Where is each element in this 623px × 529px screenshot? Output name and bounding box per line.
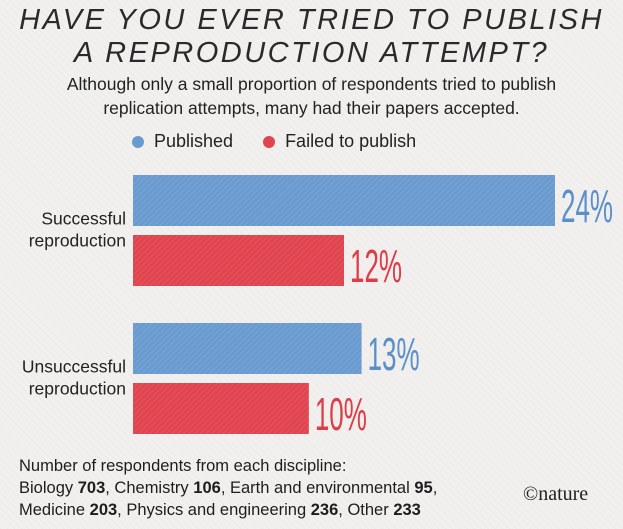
bar-texture	[133, 383, 309, 434]
respondents-line-2: Medicine 203, Physics and engineering 23…	[19, 499, 437, 521]
discipline-count: 233	[393, 501, 421, 519]
discipline-separator: ,	[338, 501, 348, 519]
discipline-count: 703	[77, 479, 106, 497]
chart-subtitle: Although only a small proportion of resp…	[0, 72, 623, 120]
bars-layer	[133, 175, 555, 434]
chart-title-line-2: A REPRODUCTION ATTEMPT?	[73, 37, 550, 69]
category-labels: SuccessfulreproductionUnsuccessfulreprod…	[22, 209, 126, 399]
discipline-separator: ,	[432, 479, 438, 497]
discipline-name: Chemistry	[114, 479, 189, 497]
value-label-published-successful: 24%	[561, 180, 613, 232]
discipline-name: Biology	[19, 479, 74, 497]
legend-swatch-failed	[263, 135, 276, 148]
discipline-name: Other	[347, 501, 389, 519]
discipline-count: 203	[89, 501, 118, 519]
legend-label-failed: Failed to publish	[285, 131, 417, 151]
value-label-failed-unsuccessful: 10%	[315, 388, 367, 440]
legend-item-published: Published	[132, 131, 233, 152]
category-label-unsuccessful: Unsuccessful	[22, 357, 126, 377]
value-labels: 24% 12% 13%10%	[315, 180, 613, 440]
nature-credit: ©nature	[523, 483, 589, 505]
discipline-name: Physics and engineering	[126, 501, 307, 519]
respondents-line-1: Biology 703, Chemistry 106, Earth and en…	[19, 477, 437, 499]
value-label-published-unsuccessful: 13%	[368, 328, 420, 380]
legend-label-published: Published	[154, 131, 234, 151]
bar-texture	[133, 323, 362, 374]
discipline-count: 95	[414, 479, 433, 497]
discipline-count: 106	[193, 479, 221, 497]
category-label-successful: Successful	[41, 209, 126, 229]
discipline-count: 236	[310, 501, 339, 519]
discipline-separator: ,	[105, 479, 115, 497]
chart-title: HAVE YOU EVER TRIED TO PUBLISH A REPRODU…	[0, 4, 623, 70]
discipline-separator: ,	[220, 479, 230, 497]
category-label-unsuccessful: reproduction	[29, 379, 126, 399]
discipline-name: Medicine	[19, 501, 86, 519]
chart-legend: Published Failed to publish	[132, 131, 446, 152]
bar-texture	[133, 235, 344, 286]
category-label-successful: reproduction	[29, 231, 126, 251]
discipline-separator: ,	[117, 501, 127, 519]
chart-subtitle-line-2: replication attempts, many had their pap…	[103, 98, 520, 118]
bar-texture	[133, 175, 555, 226]
value-label-failed-successful: 12%	[350, 240, 402, 292]
legend-swatch-published	[132, 135, 144, 148]
respondents-note-intro: Number of respondents from each discipli…	[19, 457, 347, 475]
respondents-note: Number of respondents from each discipli…	[19, 455, 437, 521]
legend-item-failed: Failed to publish	[263, 131, 416, 152]
chart-subtitle-line-1: Although only a small proportion of resp…	[66, 74, 557, 94]
chart-title-line-1: HAVE YOU EVER TRIED TO PUBLISH	[19, 4, 604, 36]
discipline-name: Earth and environmental	[229, 479, 410, 497]
